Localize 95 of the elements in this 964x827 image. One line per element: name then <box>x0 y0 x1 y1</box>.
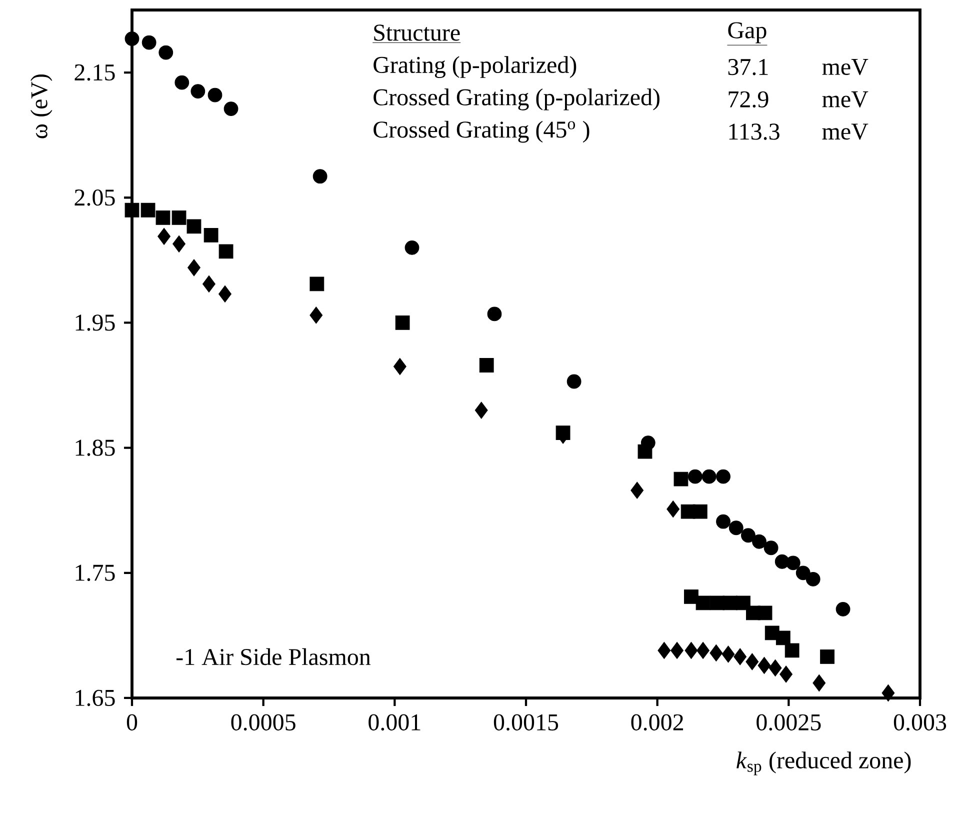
x-tick-label: 0.0005 <box>231 714 296 731</box>
point <box>812 674 826 692</box>
point <box>204 228 218 243</box>
point <box>764 540 778 556</box>
point <box>186 219 202 234</box>
point <box>674 472 688 486</box>
point <box>158 228 171 246</box>
point <box>124 203 140 218</box>
y-axis-title: ω (eV) <box>30 74 52 138</box>
point <box>172 236 186 253</box>
point <box>630 482 644 500</box>
point <box>156 210 170 226</box>
point <box>722 596 738 610</box>
point <box>710 644 723 662</box>
x-axis-title: k$_{sp}$ (reduced zone) <box>736 752 911 776</box>
point <box>479 358 494 373</box>
point <box>736 596 750 610</box>
point <box>758 606 772 620</box>
annotation: Structure <box>374 24 460 41</box>
point <box>836 602 850 617</box>
y-tick-label: 1.75 <box>76 564 115 582</box>
point <box>670 642 684 660</box>
y-tick-label: 2.15 <box>74 64 115 81</box>
point <box>716 470 730 484</box>
point <box>734 648 747 666</box>
point <box>728 520 744 536</box>
point <box>218 244 234 259</box>
point <box>487 306 502 322</box>
point <box>140 203 156 218</box>
point <box>768 660 782 677</box>
point <box>202 276 216 293</box>
point <box>758 657 771 674</box>
y-tick-label: 1.65 <box>76 690 115 706</box>
point <box>696 642 710 660</box>
x-tick-label: 0.002 <box>631 714 684 731</box>
point <box>684 642 698 660</box>
point <box>310 276 324 292</box>
point <box>882 684 895 702</box>
point <box>142 35 156 50</box>
point <box>752 534 766 550</box>
point <box>776 630 790 646</box>
y-tick-label: 2.05 <box>74 190 115 206</box>
x-tick-label: 0.003 <box>894 714 946 731</box>
y-tick-label: 1.85 <box>76 440 115 456</box>
point <box>688 470 702 484</box>
annotation: 72.9 <box>728 91 768 108</box>
point <box>746 653 759 670</box>
x-tick-label: 0 <box>126 714 138 731</box>
point <box>696 596 710 610</box>
x-tick-label: 0.001 <box>368 714 420 731</box>
annotation: meV <box>822 124 868 140</box>
annotation: Grating (p-polarized) <box>374 56 576 78</box>
point <box>784 643 800 658</box>
point <box>172 210 186 226</box>
point <box>312 169 328 184</box>
point <box>190 84 206 99</box>
point <box>474 402 488 419</box>
point <box>716 514 730 529</box>
point <box>722 646 735 663</box>
point <box>174 76 190 90</box>
point <box>566 374 582 389</box>
point <box>786 556 800 570</box>
point <box>638 444 652 459</box>
point <box>820 650 834 664</box>
annotation: 37.1 <box>728 59 768 76</box>
point <box>188 259 200 276</box>
point <box>404 240 420 256</box>
point <box>692 504 708 519</box>
y-tick-label: 1.95 <box>76 314 115 331</box>
point <box>224 102 238 116</box>
point <box>710 596 724 610</box>
point <box>806 572 820 587</box>
point <box>395 316 410 330</box>
x-tick-label: 0.0025 <box>756 714 821 731</box>
point <box>702 470 716 484</box>
point <box>666 500 680 518</box>
x-tick-label: 0.0015 <box>494 714 558 731</box>
annotation: -1 Air Side Plasmon <box>176 648 371 666</box>
annotation: 113.3 <box>729 124 780 140</box>
annotation: meV <box>822 92 868 108</box>
annotation: Crossed Grating (45$^{o}$ ) <box>374 121 590 143</box>
annotation: Crossed Grating (p-polarized) <box>374 88 660 111</box>
point <box>741 528 756 543</box>
point <box>684 590 698 604</box>
annotation: meV <box>822 59 868 76</box>
point <box>158 45 174 60</box>
point <box>658 642 671 660</box>
point <box>208 88 222 102</box>
annotation: Gap <box>728 22 766 44</box>
point <box>796 566 810 580</box>
point <box>393 358 406 376</box>
point <box>124 32 140 46</box>
point <box>780 666 793 683</box>
point <box>218 286 232 303</box>
point <box>310 306 323 324</box>
